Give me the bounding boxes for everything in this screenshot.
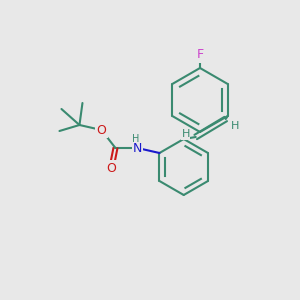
Text: O: O (106, 161, 116, 175)
Text: H: H (230, 121, 239, 131)
Text: H: H (182, 129, 190, 139)
Text: N: N (133, 142, 142, 154)
Text: H: H (132, 134, 139, 144)
Text: F: F (196, 49, 204, 62)
Text: O: O (97, 124, 106, 136)
